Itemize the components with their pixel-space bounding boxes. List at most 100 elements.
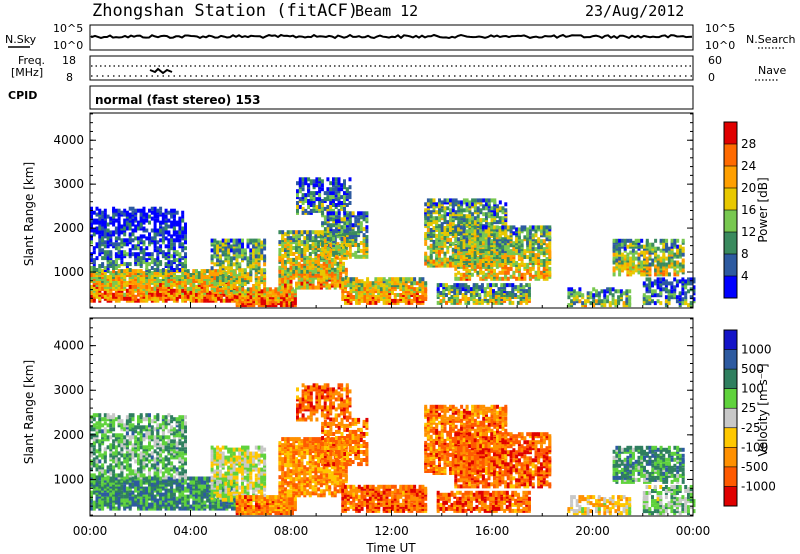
- data-cell: [623, 238, 627, 243]
- data-cell: [492, 293, 495, 297]
- data-cell: [626, 244, 630, 249]
- data-cell: [540, 251, 543, 256]
- data-cell: [164, 252, 168, 257]
- data-cell: [114, 258, 118, 263]
- data-cell: [504, 208, 508, 213]
- data-cell: [662, 272, 666, 277]
- data-cell: [131, 210, 135, 215]
- data-cell: [471, 198, 475, 203]
- data-cell: [137, 269, 140, 274]
- data-cell: [289, 271, 293, 276]
- data-cell: [454, 225, 458, 230]
- data-cell: [487, 227, 491, 232]
- data-cell: [301, 177, 305, 182]
- data-cell: [181, 288, 185, 293]
- data-cell: [464, 298, 468, 303]
- data-cell: [525, 283, 529, 288]
- data-cell: [473, 237, 477, 242]
- data-cell: [241, 242, 244, 247]
- data-cell: [334, 177, 338, 182]
- data-cell: [334, 203, 338, 207]
- data-cell: [312, 183, 316, 188]
- data-cell: [435, 241, 439, 246]
- data-cell: [90, 290, 93, 295]
- data-cell: [284, 265, 287, 270]
- data-cell: [238, 272, 242, 277]
- data-cell: [475, 283, 479, 288]
- data-cell: [153, 292, 157, 297]
- data-cell: [343, 211, 347, 216]
- data-cell: [654, 264, 658, 269]
- data-cell: [600, 299, 604, 304]
- data-cell: [603, 299, 607, 304]
- data-cell: [238, 262, 242, 267]
- data-cell: [446, 228, 450, 232]
- data-cell: [339, 257, 343, 262]
- data-cell: [131, 218, 135, 223]
- data-cell: [266, 293, 270, 298]
- data-cell: [114, 266, 118, 270]
- data-cell: [517, 245, 521, 250]
- data-cell: [357, 225, 361, 230]
- data-cell: [318, 193, 322, 198]
- data-cell: [164, 208, 168, 213]
- data-cell: [232, 250, 236, 255]
- data-cell: [329, 237, 333, 241]
- data-cell: [293, 289, 297, 294]
- data-cell: [517, 276, 521, 281]
- data-cell: [134, 216, 138, 221]
- data-cell: [175, 220, 179, 225]
- data-cell: [454, 272, 458, 277]
- data-cell: [178, 258, 182, 263]
- data-cell: [292, 257, 296, 262]
- data-cell: [311, 269, 315, 274]
- data-cell: [462, 198, 466, 203]
- data-cell: [485, 198, 488, 203]
- data-cell: [584, 299, 587, 304]
- data-cell: [340, 248, 344, 253]
- data-cell: [487, 198, 491, 203]
- data-cell: [479, 241, 483, 246]
- data-cell: [301, 193, 305, 198]
- data-cell: [487, 257, 491, 261]
- data-cell: [612, 238, 616, 243]
- data-cell: [266, 297, 270, 302]
- data-cell: [418, 295, 422, 299]
- data-cell: [443, 206, 447, 211]
- data-cell: [117, 236, 121, 241]
- data-cell: [307, 205, 311, 209]
- data-cell: [206, 275, 210, 279]
- data-cell: [211, 269, 215, 274]
- data-cell: [617, 289, 621, 294]
- data-cell: [457, 270, 461, 275]
- data-cell: [664, 279, 668, 284]
- data-cell: [354, 219, 358, 224]
- data-cell: [284, 232, 287, 237]
- data-cell: [142, 279, 146, 283]
- data-cell: [462, 235, 466, 240]
- data-cell: [531, 257, 535, 261]
- data-cell: [526, 255, 530, 259]
- data-cell: [306, 269, 310, 274]
- data-cell: [106, 240, 110, 245]
- data-cell: [343, 217, 347, 222]
- data-cell: [289, 236, 293, 241]
- data-cell: [90, 240, 93, 245]
- data-cell: [178, 275, 182, 279]
- data-cell: [117, 212, 121, 217]
- data-cell: [103, 244, 107, 249]
- data-cell: [545, 243, 549, 248]
- data-cell: [333, 267, 337, 272]
- data-cell: [603, 303, 607, 308]
- data-cell: [339, 263, 343, 268]
- data-cell: [329, 223, 333, 228]
- data-cell: [254, 268, 258, 273]
- data-cell: [329, 195, 333, 200]
- data-cell: [332, 223, 336, 228]
- data-cell: [460, 208, 464, 213]
- data-cell: [640, 238, 644, 243]
- data-cell: [424, 241, 428, 246]
- data-cell: [289, 230, 293, 235]
- colorbar-swatch: [724, 210, 737, 232]
